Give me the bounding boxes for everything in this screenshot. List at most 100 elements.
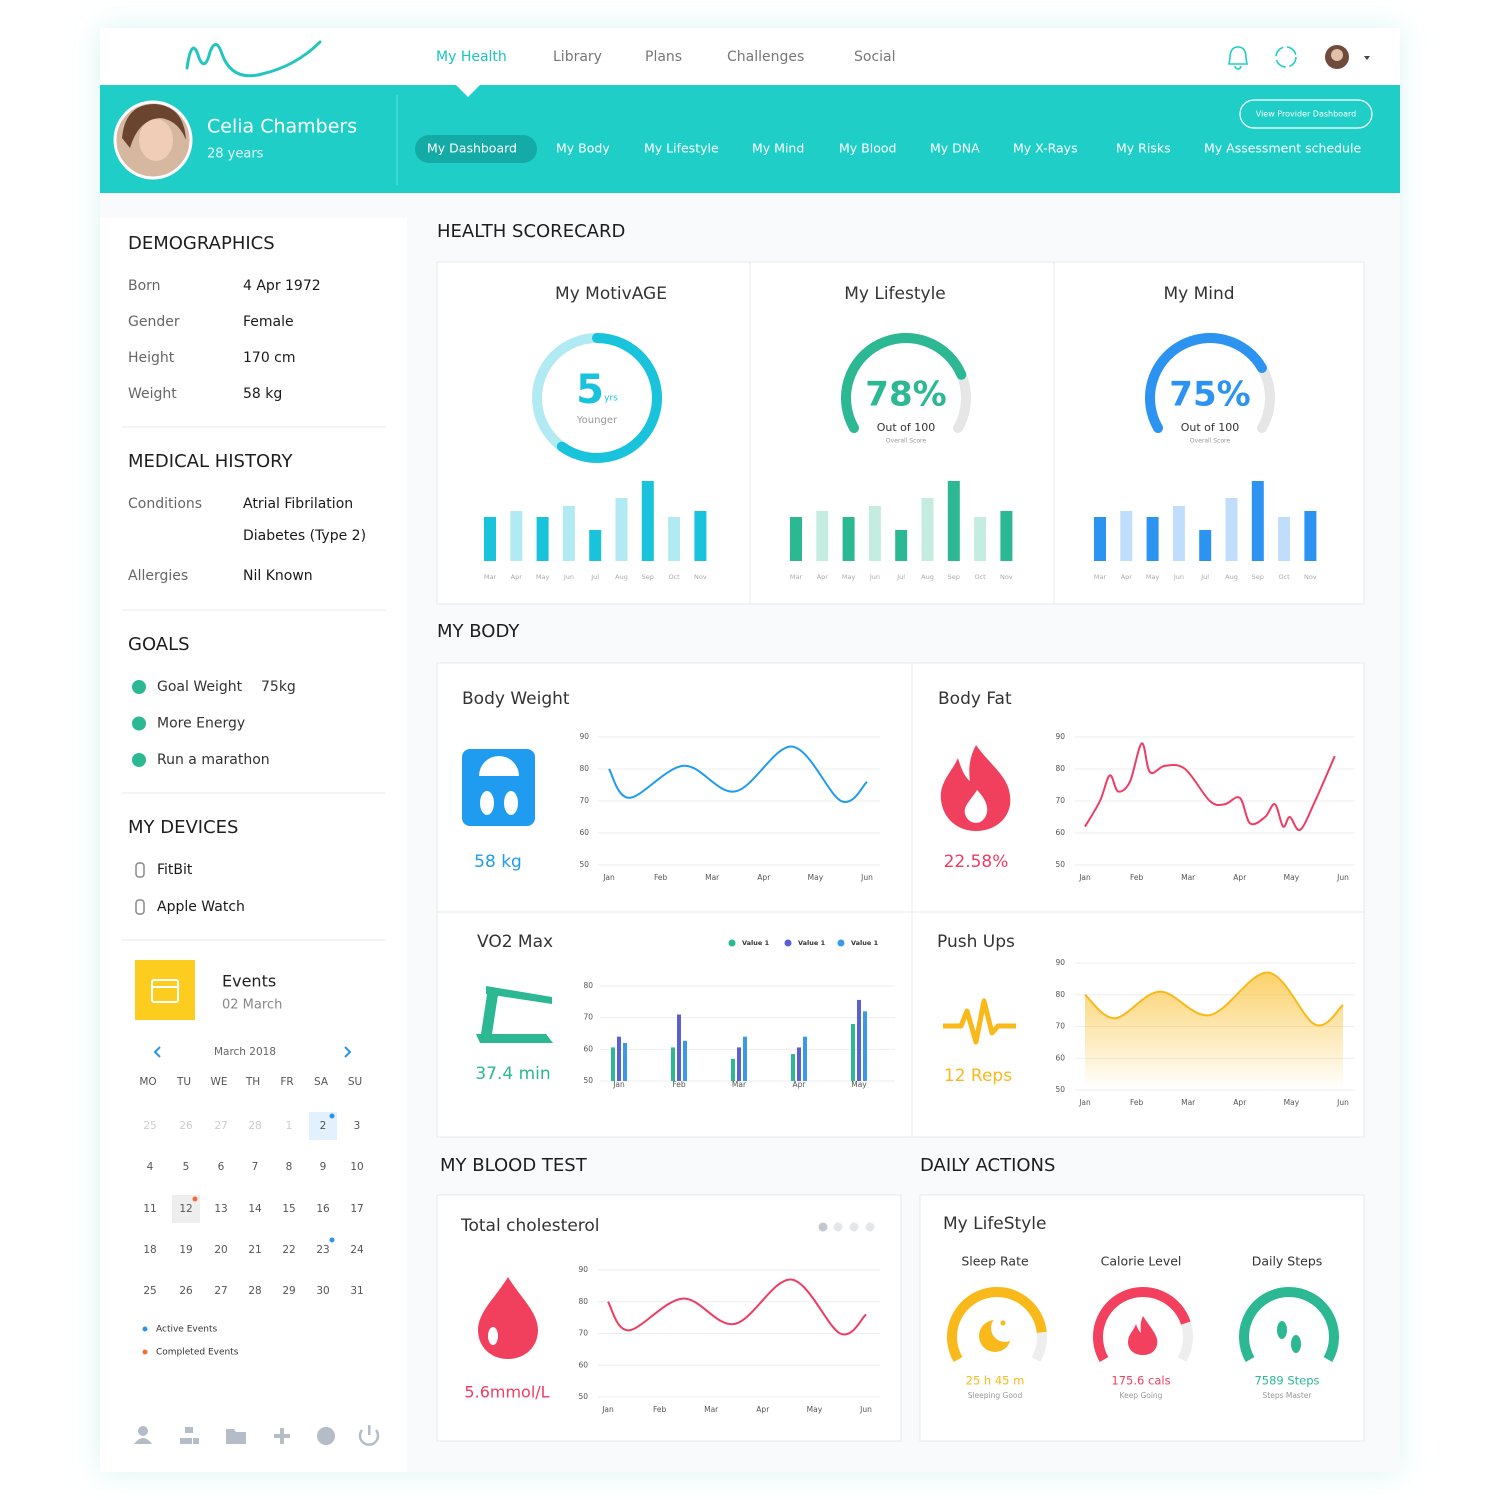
y-tick-label: 60 — [579, 828, 589, 837]
folder-icon[interactable] — [226, 1429, 246, 1444]
top-nav — [100, 28, 1400, 85]
calendar-day[interactable]: 25 — [143, 1120, 156, 1132]
calendar-day[interactable]: 16 — [316, 1203, 330, 1215]
calendar-day[interactable]: 24 — [350, 1244, 364, 1256]
calendar-day[interactable]: 9 — [320, 1161, 327, 1173]
card-title: My Lifestyle — [844, 284, 946, 304]
tab[interactable]: My Mind — [752, 141, 804, 156]
tab[interactable]: My Lifestyle — [644, 141, 719, 156]
help-icon[interactable] — [317, 1427, 335, 1445]
y-tick-label: 50 — [583, 1076, 593, 1085]
avatar-caret[interactable] — [1364, 56, 1370, 60]
moon-cut — [991, 1314, 1019, 1342]
calendar-day[interactable]: 28 — [248, 1120, 261, 1132]
calendar-day[interactable]: 29 — [282, 1285, 295, 1297]
calendar-day[interactable]: 2 — [320, 1120, 327, 1132]
x-tick-label: Mar — [732, 1080, 747, 1089]
calendar-day[interactable]: 3 — [354, 1120, 361, 1132]
profile-icon[interactable] — [138, 1426, 148, 1436]
calendar-day[interactable]: 20 — [214, 1244, 227, 1256]
weekday: TH — [245, 1076, 260, 1088]
calendar-day[interactable]: 30 — [316, 1285, 329, 1297]
nav-item[interactable]: Challenges — [727, 49, 804, 65]
tab[interactable]: My Body — [556, 141, 610, 156]
calendar-day[interactable]: 11 — [143, 1203, 156, 1215]
y-tick-label: 90 — [578, 1265, 588, 1274]
calendar-day[interactable]: 19 — [179, 1244, 192, 1256]
calendar-day[interactable]: 31 — [350, 1285, 363, 1297]
x-tick-label: Apr — [1121, 573, 1133, 581]
nav-item[interactable]: Social — [854, 49, 896, 65]
x-tick-label: Oct — [1278, 573, 1290, 581]
prev-month[interactable] — [153, 1046, 161, 1058]
pager-dot[interactable] — [865, 1222, 875, 1232]
calendar-day[interactable]: 26 — [179, 1285, 193, 1297]
section-title: GOALS — [128, 634, 190, 655]
calendar-day[interactable]: 28 — [248, 1285, 261, 1297]
calendar-day[interactable]: 8 — [286, 1161, 293, 1173]
calendar-day[interactable]: 1 — [286, 1120, 293, 1132]
calendar-day[interactable]: 13 — [214, 1203, 227, 1215]
calendar-day[interactable]: 18 — [143, 1244, 156, 1256]
x-tick-label: May — [1284, 873, 1300, 882]
calendar-day[interactable]: 14 — [248, 1203, 262, 1215]
calendar-day[interactable]: 21 — [248, 1244, 261, 1256]
pager-dot[interactable] — [833, 1222, 843, 1232]
calendar-day[interactable]: 22 — [282, 1244, 295, 1256]
gauge-value: 7589 Steps — [1254, 1374, 1319, 1388]
calendar-day[interactable]: 10 — [350, 1161, 363, 1173]
calendar-day[interactable]: 5 — [183, 1161, 190, 1173]
power-icon[interactable] — [358, 1429, 380, 1446]
tree-icon[interactable] — [185, 1427, 193, 1433]
pager-dot[interactable] — [849, 1222, 859, 1232]
weekday: SU — [348, 1076, 362, 1088]
treadmill-post — [481, 988, 499, 1034]
calendar-day[interactable]: 25 — [143, 1285, 156, 1297]
tab[interactable]: My DNA — [930, 141, 980, 156]
calendar-day[interactable]: 15 — [282, 1203, 295, 1215]
x-tick-label: Jul — [590, 573, 599, 581]
logo[interactable] — [185, 40, 322, 78]
bar — [857, 999, 861, 1081]
card-title: Body Fat — [938, 689, 1012, 709]
sync-icon[interactable] — [1275, 46, 1297, 68]
fire-icon — [1128, 1316, 1158, 1355]
calendar-day[interactable]: 27 — [214, 1120, 227, 1132]
nav-item[interactable]: My Health — [436, 49, 507, 65]
provider-button-label[interactable]: View Provider Dashboard — [1256, 110, 1356, 119]
y-tick-label: 80 — [583, 981, 593, 990]
calendar-day[interactable]: 26 — [179, 1120, 193, 1132]
pager-dot[interactable] — [818, 1222, 828, 1232]
bar — [623, 1043, 627, 1081]
calendar-day[interactable]: 6 — [218, 1161, 225, 1173]
calendar-day[interactable]: 7 — [252, 1161, 259, 1173]
bar — [1120, 511, 1133, 561]
bar — [1225, 498, 1238, 561]
x-tick-label: Nov — [694, 573, 707, 581]
y-tick-label: 70 — [1055, 1022, 1065, 1031]
tab[interactable]: My Risks — [1116, 141, 1171, 156]
bar — [868, 506, 881, 561]
nav-item[interactable]: Library — [553, 49, 602, 65]
calendar-day[interactable]: 17 — [350, 1203, 363, 1215]
field-label: Born — [128, 278, 161, 294]
bell-icon[interactable] — [1228, 46, 1248, 70]
tab[interactable]: My X-Rays — [1013, 141, 1078, 156]
active-tab-pill[interactable] — [415, 135, 537, 163]
calendar-day[interactable]: 23 — [316, 1244, 329, 1256]
gauge-progress — [1239, 1287, 1339, 1362]
next-month[interactable] — [344, 1046, 352, 1058]
section-title: MEDICAL HISTORY — [128, 451, 293, 472]
calendar-day[interactable]: 4 — [147, 1161, 154, 1173]
gauge-value: 78% — [865, 375, 946, 415]
field-value: 58 kg — [243, 386, 282, 402]
field-label: Conditions — [128, 496, 202, 512]
calendar-day[interactable]: 12 — [179, 1203, 192, 1215]
nav-item[interactable]: Plans — [645, 49, 682, 65]
tab[interactable]: My Blood — [839, 141, 896, 156]
provider-button[interactable] — [1239, 99, 1373, 129]
tab[interactable]: My Assessment schedule — [1204, 141, 1361, 156]
tab[interactable]: My Dashboard — [427, 141, 517, 156]
calendar-day[interactable]: 27 — [214, 1285, 227, 1297]
